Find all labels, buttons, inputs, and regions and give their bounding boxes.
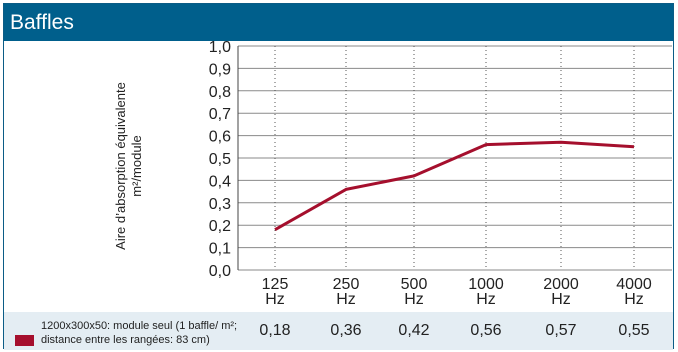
value-cell: 0,57 — [545, 322, 577, 339]
x-tick-label: 250 — [333, 276, 360, 293]
y-tick-label: 0,2 — [209, 218, 231, 235]
value-cell: 0,56 — [470, 322, 502, 339]
chart-title: Baffles — [4, 4, 673, 41]
legend-swatch — [15, 335, 34, 346]
series-line — [274, 140, 635, 232]
y-tick-label: 1,0 — [209, 39, 231, 56]
x-tick-unit: Hz — [265, 291, 285, 308]
y-tick-label: 0,6 — [209, 129, 231, 146]
x-tick-unit: Hz — [404, 291, 424, 308]
x-tick-label: 1000 — [468, 276, 504, 293]
chart-panel: Baffles Aire d’absorption équivalente m²… — [3, 3, 674, 350]
y-tick-label: 0,9 — [209, 61, 231, 78]
value-cell: 0,36 — [330, 322, 362, 339]
y-tick-label: 0,7 — [209, 106, 231, 123]
x-tick-label: 125 — [262, 276, 289, 293]
x-tick-label: 500 — [401, 276, 428, 293]
y-tick-label: 0,5 — [209, 151, 231, 168]
y-tick-label: 0,8 — [209, 84, 231, 101]
x-tick-unit: Hz — [476, 291, 496, 308]
x-tick-label: 4000 — [616, 276, 652, 293]
value-cell: 0,18 — [259, 322, 291, 339]
y-tick-label: 0,1 — [209, 241, 231, 258]
y-tick-label: 0,0 — [209, 263, 231, 280]
x-tick-unit: Hz — [551, 291, 571, 308]
value-cell: 0,55 — [618, 322, 650, 339]
x-tick-unit: Hz — [624, 291, 644, 308]
legend-label: 1200x300x50: module seul (1 baffle/ m²; … — [41, 320, 238, 346]
x-tick-unit: Hz — [336, 291, 356, 308]
y-tick-label: 0,4 — [209, 173, 231, 190]
line-chart: 0,00,10,20,30,40,50,60,70,80,91,0125Hz25… — [209, 39, 672, 308]
y-tick-label: 0,3 — [209, 196, 231, 213]
x-tick-label: 2000 — [543, 276, 579, 293]
value-cell: 0,42 — [398, 322, 430, 339]
values-table-band — [4, 312, 673, 350]
